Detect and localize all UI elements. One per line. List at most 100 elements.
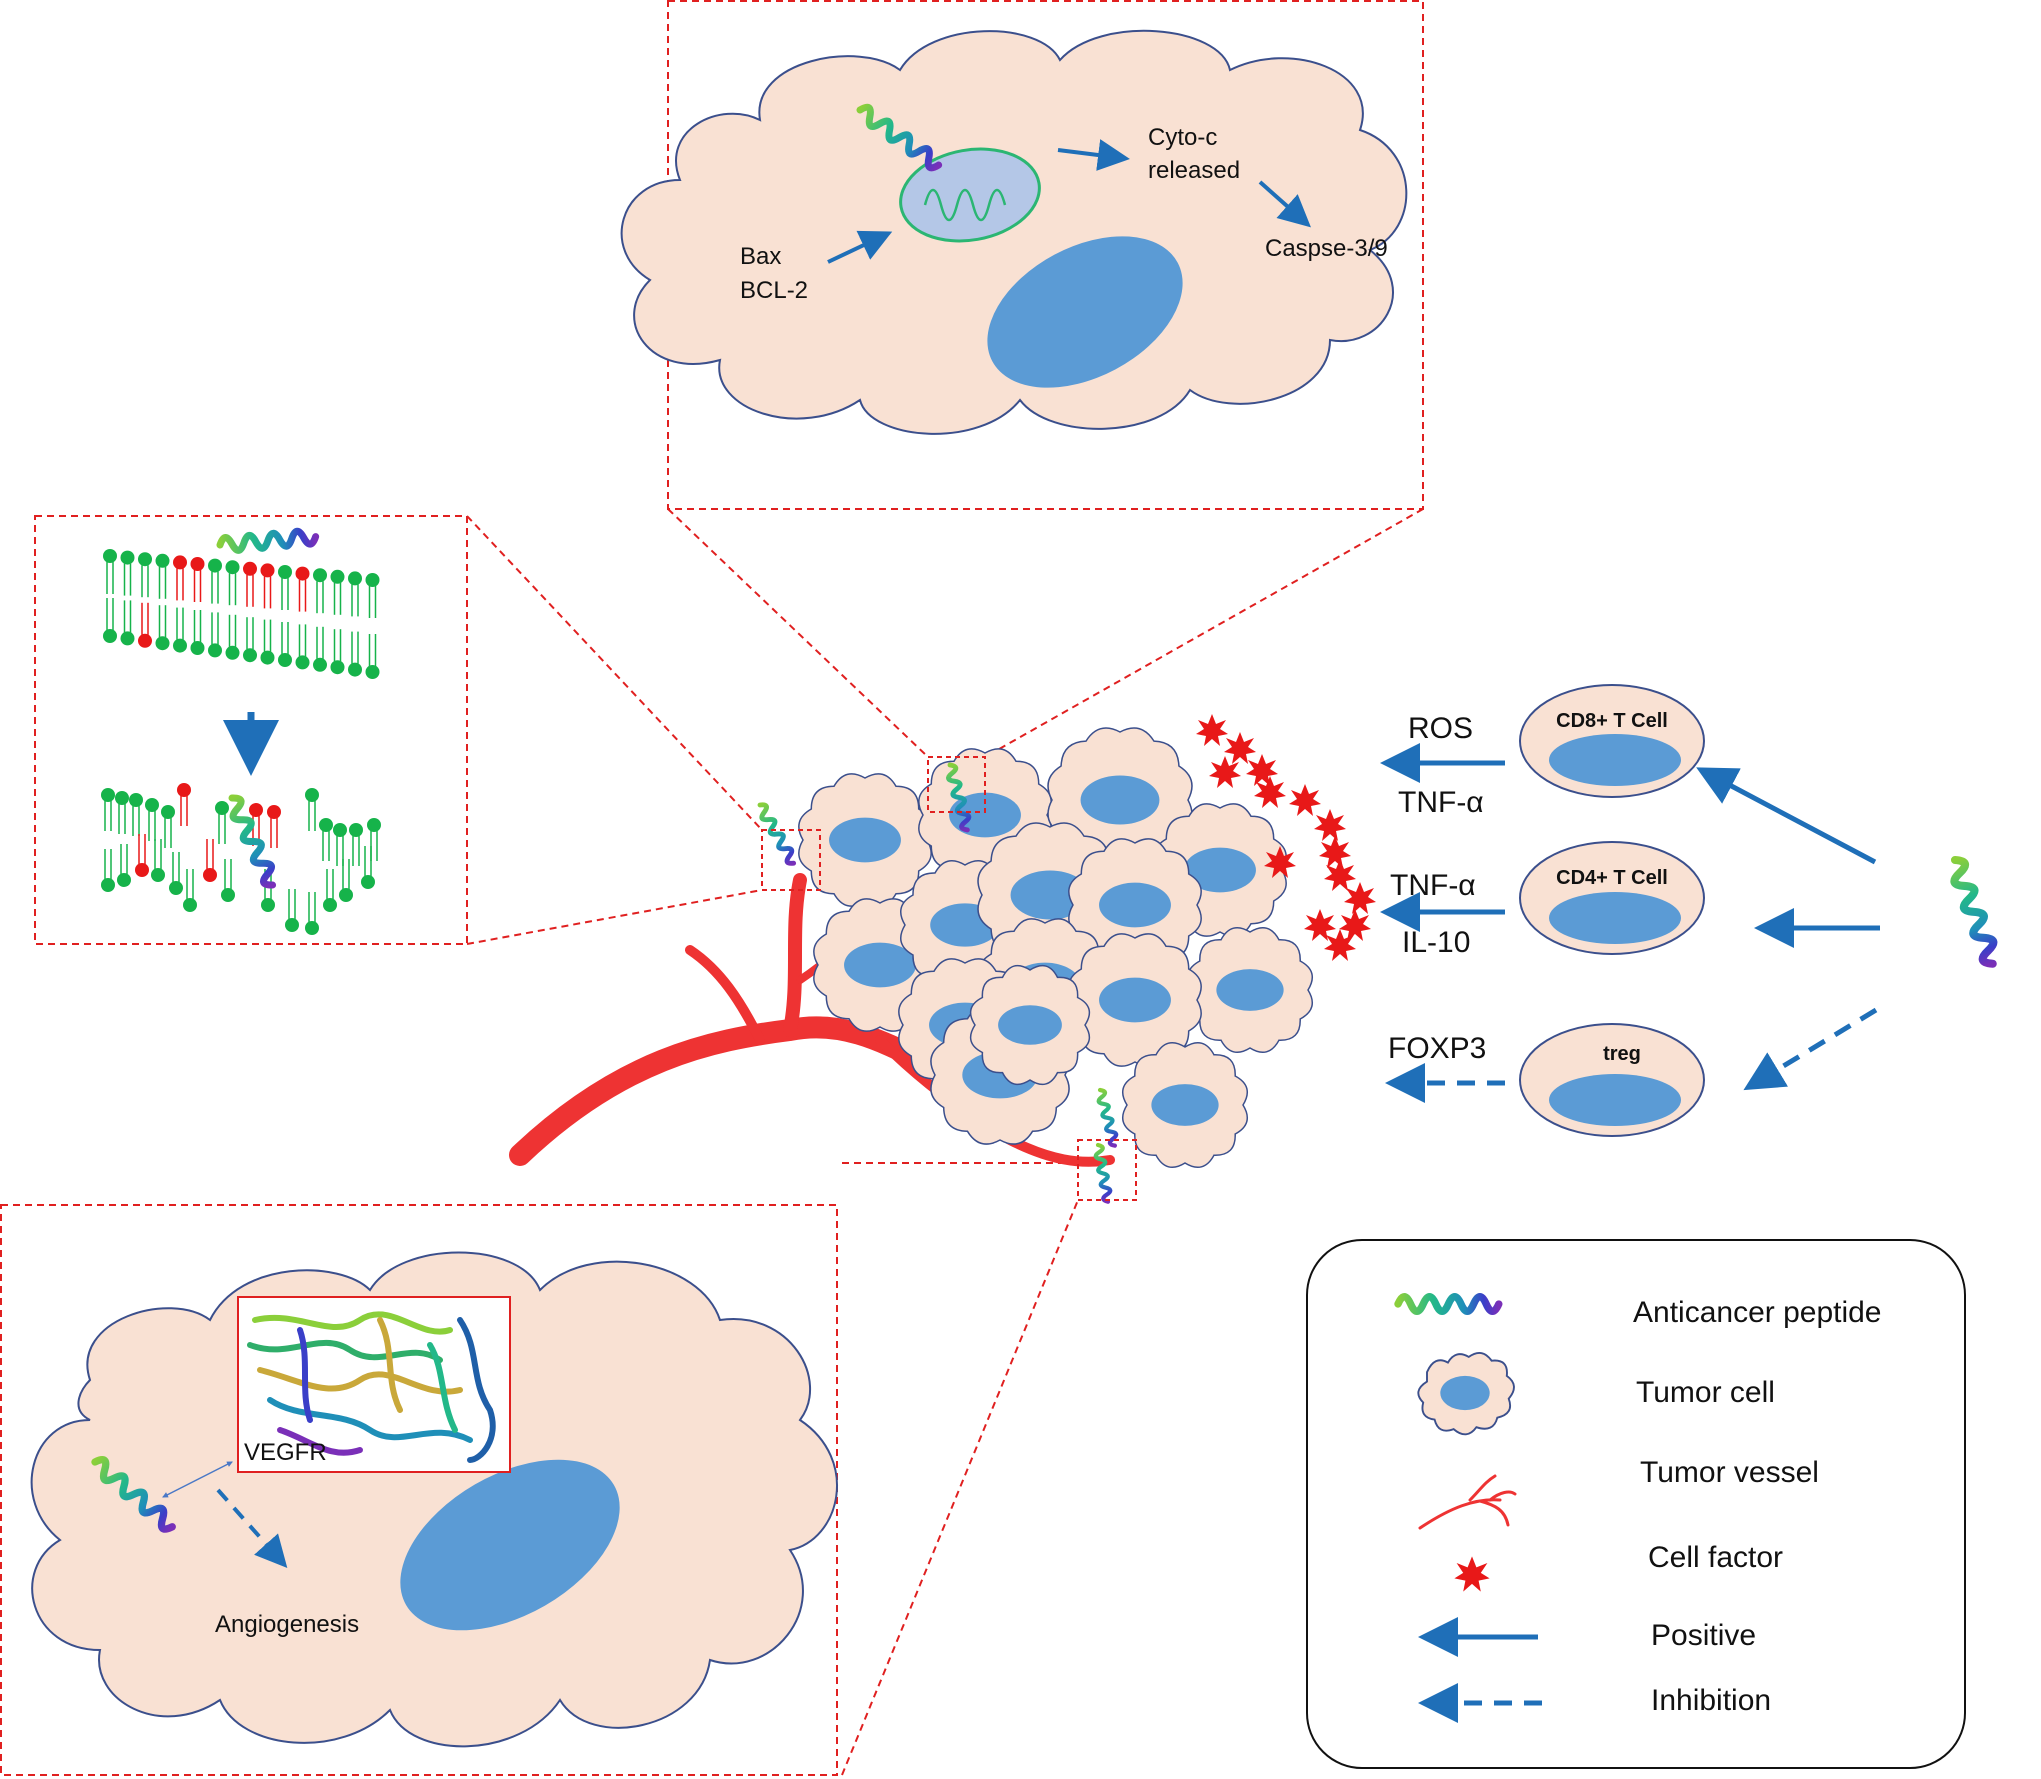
vegfr-protein-structure xyxy=(247,1311,496,1463)
lipid-head xyxy=(225,645,240,660)
cell-factor xyxy=(1196,714,1228,746)
lipid-head xyxy=(313,657,327,672)
peptide-to-cd8-arrow xyxy=(1696,767,1877,865)
cell-factor xyxy=(1289,784,1321,816)
lipid-head xyxy=(115,791,129,805)
angiogenesis-zoom-panel: VEGFR Angiogenesis xyxy=(0,1204,838,1776)
foxp3-label: FOXP3 xyxy=(1388,1032,1486,1065)
disrupted-bilayer xyxy=(101,783,381,935)
lipid-head xyxy=(348,662,362,677)
lipid-head xyxy=(103,629,117,643)
lipid-head xyxy=(177,783,191,797)
lipid-head xyxy=(305,788,319,802)
lipid-head xyxy=(295,566,310,581)
cyto-to-caspase-arrow xyxy=(1258,180,1311,228)
lipid-head xyxy=(120,631,135,646)
treg-cell-label: treg xyxy=(1603,1043,1641,1065)
cd8-cell-label: CD8+ T Cell xyxy=(1556,710,1668,732)
legend-label-anticancer-peptide: Anticancer peptide xyxy=(1633,1296,1882,1329)
lipid-head xyxy=(348,571,362,586)
lipid-head xyxy=(208,643,222,658)
angiogenesis-label: Angiogenesis xyxy=(215,1611,359,1638)
tumor-cell-icon xyxy=(1417,1351,1515,1436)
tumor-vessel-icon xyxy=(1418,1474,1517,1530)
lipid-head xyxy=(101,878,115,892)
angiogenesis-cell-shape xyxy=(30,1251,838,1748)
tumor-nucleus xyxy=(1184,847,1256,893)
cell-factor xyxy=(1209,756,1241,788)
tumor-nucleus xyxy=(829,817,901,863)
lipid-head xyxy=(103,549,117,563)
cyto-released-label: released xyxy=(1148,157,1240,184)
cd4-tnf-label: TNF-α xyxy=(1390,869,1476,902)
tumor-nucleus xyxy=(1151,1084,1219,1126)
cell-factor xyxy=(1246,754,1278,786)
tumor-nucleus xyxy=(1216,969,1284,1011)
lipid-head xyxy=(367,818,381,832)
lipid-head xyxy=(313,568,327,583)
lipid-head xyxy=(135,863,149,877)
lipid-head xyxy=(249,803,263,817)
lipid-head xyxy=(225,560,240,575)
mito-to-cyto-arrow xyxy=(1057,139,1130,171)
lipid-head xyxy=(260,650,275,665)
lipid-head xyxy=(169,881,183,895)
cell-factor xyxy=(1314,809,1346,841)
apoptosis-cell-shape xyxy=(620,29,1408,435)
cell-factor xyxy=(1224,732,1256,764)
lipid-head xyxy=(190,641,205,655)
lipid-head xyxy=(267,805,281,819)
tumor-nucleus xyxy=(844,942,916,988)
legend-label-tumor-vessel: Tumor vessel xyxy=(1640,1456,1819,1489)
bcl2-label: BCL-2 xyxy=(740,277,808,304)
lipid-head xyxy=(173,555,187,570)
apoptosis-nucleus xyxy=(987,236,1183,388)
il10-label: IL-10 xyxy=(1402,926,1470,959)
lipid-head xyxy=(323,898,337,912)
lipid-head xyxy=(261,898,275,912)
cell-factor xyxy=(1339,909,1371,941)
lipid-head xyxy=(305,921,319,935)
tumor-nucleus xyxy=(1099,882,1171,928)
lipid-head xyxy=(330,660,345,675)
zoom-guide-lines xyxy=(466,508,1424,1776)
tumor-zoom-markers xyxy=(761,756,1137,1201)
tumor-nucleus xyxy=(998,1005,1062,1045)
lipid-head xyxy=(339,888,353,902)
lipid-head xyxy=(117,873,131,887)
cd8-tnf-label: TNF-α xyxy=(1398,786,1484,819)
tumor-nucleus xyxy=(1099,977,1171,1023)
bax-label: Bax xyxy=(740,243,781,270)
cd4-nucleus xyxy=(1549,892,1681,944)
membrane-zoom-panel xyxy=(34,515,468,945)
cd4-cell-label: CD4+ T Cell xyxy=(1556,867,1668,889)
lipid-head xyxy=(333,823,347,837)
angiogenesis-nucleus xyxy=(400,1459,620,1631)
lipid-head xyxy=(278,653,292,667)
ros-label: ROS xyxy=(1408,712,1473,745)
peptide-vegfr-binding-arrow xyxy=(162,1461,233,1498)
lipid-head xyxy=(243,561,257,576)
lipid-head xyxy=(319,818,333,832)
intact-bilayer xyxy=(103,549,380,679)
tumor-nucleus xyxy=(1080,775,1160,825)
lipid-head xyxy=(129,793,143,807)
lipid-head xyxy=(215,801,229,815)
lipid-head xyxy=(285,918,299,932)
lipid-head xyxy=(365,665,380,679)
tumor-nucleus xyxy=(949,792,1021,838)
lipid-head xyxy=(221,888,235,902)
membrane-peptide-icon xyxy=(219,530,316,552)
lipid-head xyxy=(138,633,152,648)
legend: Anticancer peptide Tumor cell Tumor vess… xyxy=(1306,1239,1966,1769)
membrane-zoom-frame xyxy=(34,515,468,945)
lipid-head xyxy=(278,565,292,579)
lipid-head xyxy=(203,868,217,882)
lipid-head xyxy=(155,636,170,651)
legend-label-inhibition: Inhibition xyxy=(1651,1684,1771,1717)
lipid-head xyxy=(173,638,187,653)
lipid-head xyxy=(365,573,380,587)
angiogenesis-inhibition-arrow xyxy=(216,1488,288,1568)
cd8-nucleus xyxy=(1549,734,1681,786)
